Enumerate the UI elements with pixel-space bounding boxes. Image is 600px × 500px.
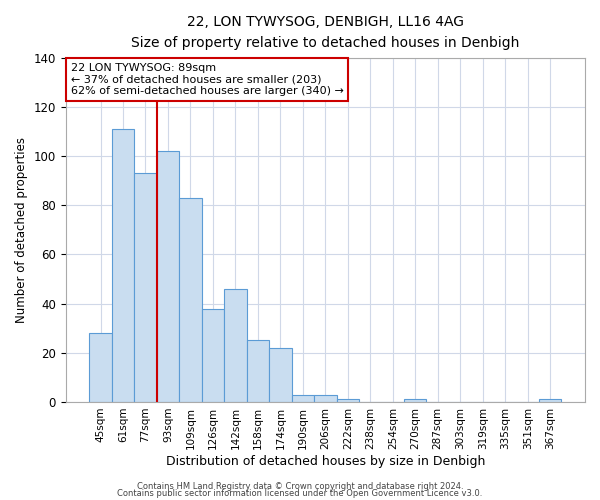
Bar [539, 400, 562, 402]
Title: 22, LON TYWYSOG, DENBIGH, LL16 4AG
Size of property relative to detached houses : 22, LON TYWYSOG, DENBIGH, LL16 4AG Size … [131, 15, 520, 50]
Bar [179, 198, 202, 402]
Bar [89, 333, 112, 402]
Bar [202, 308, 224, 402]
Bar [404, 400, 427, 402]
Text: 22 LON TYWYSOG: 89sqm
← 37% of detached houses are smaller (203)
62% of semi-det: 22 LON TYWYSOG: 89sqm ← 37% of detached … [71, 63, 344, 96]
Text: Contains HM Land Registry data © Crown copyright and database right 2024.: Contains HM Land Registry data © Crown c… [137, 482, 463, 491]
Bar [247, 340, 269, 402]
X-axis label: Distribution of detached houses by size in Denbigh: Distribution of detached houses by size … [166, 454, 485, 468]
Bar [337, 400, 359, 402]
Bar [112, 129, 134, 402]
Bar [269, 348, 292, 402]
Bar [314, 394, 337, 402]
Bar [224, 289, 247, 402]
Bar [134, 174, 157, 402]
Text: Contains public sector information licensed under the Open Government Licence v3: Contains public sector information licen… [118, 490, 482, 498]
Bar [157, 151, 179, 402]
Bar [292, 394, 314, 402]
Y-axis label: Number of detached properties: Number of detached properties [15, 137, 28, 323]
